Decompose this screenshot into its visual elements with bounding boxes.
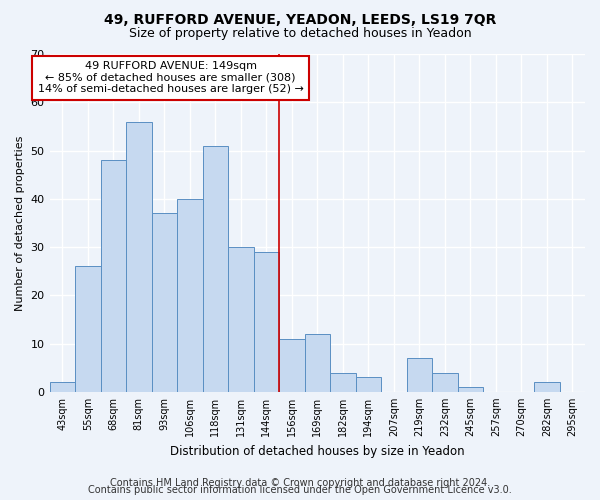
Bar [356, 378, 381, 392]
Text: 49, RUFFORD AVENUE, YEADON, LEEDS, LS19 7QR: 49, RUFFORD AVENUE, YEADON, LEEDS, LS19 … [104, 12, 496, 26]
Bar [458, 387, 483, 392]
X-axis label: Distribution of detached houses by size in Yeadon: Distribution of detached houses by size … [170, 444, 464, 458]
Bar [50, 382, 75, 392]
Text: 49 RUFFORD AVENUE: 149sqm
← 85% of detached houses are smaller (308)
14% of semi: 49 RUFFORD AVENUE: 149sqm ← 85% of detac… [38, 61, 304, 94]
Bar [407, 358, 432, 392]
Y-axis label: Number of detached properties: Number of detached properties [15, 135, 25, 310]
Text: Contains public sector information licensed under the Open Government Licence v3: Contains public sector information licen… [88, 485, 512, 495]
Bar [75, 266, 101, 392]
Bar [305, 334, 330, 392]
Bar [432, 372, 458, 392]
Bar [177, 199, 203, 392]
Bar [152, 214, 177, 392]
Bar [126, 122, 152, 392]
Bar [279, 338, 305, 392]
Text: Size of property relative to detached houses in Yeadon: Size of property relative to detached ho… [128, 28, 472, 40]
Bar [101, 160, 126, 392]
Bar [330, 372, 356, 392]
Bar [534, 382, 560, 392]
Bar [203, 146, 228, 392]
Text: Contains HM Land Registry data © Crown copyright and database right 2024.: Contains HM Land Registry data © Crown c… [110, 478, 490, 488]
Bar [254, 252, 279, 392]
Bar [228, 247, 254, 392]
